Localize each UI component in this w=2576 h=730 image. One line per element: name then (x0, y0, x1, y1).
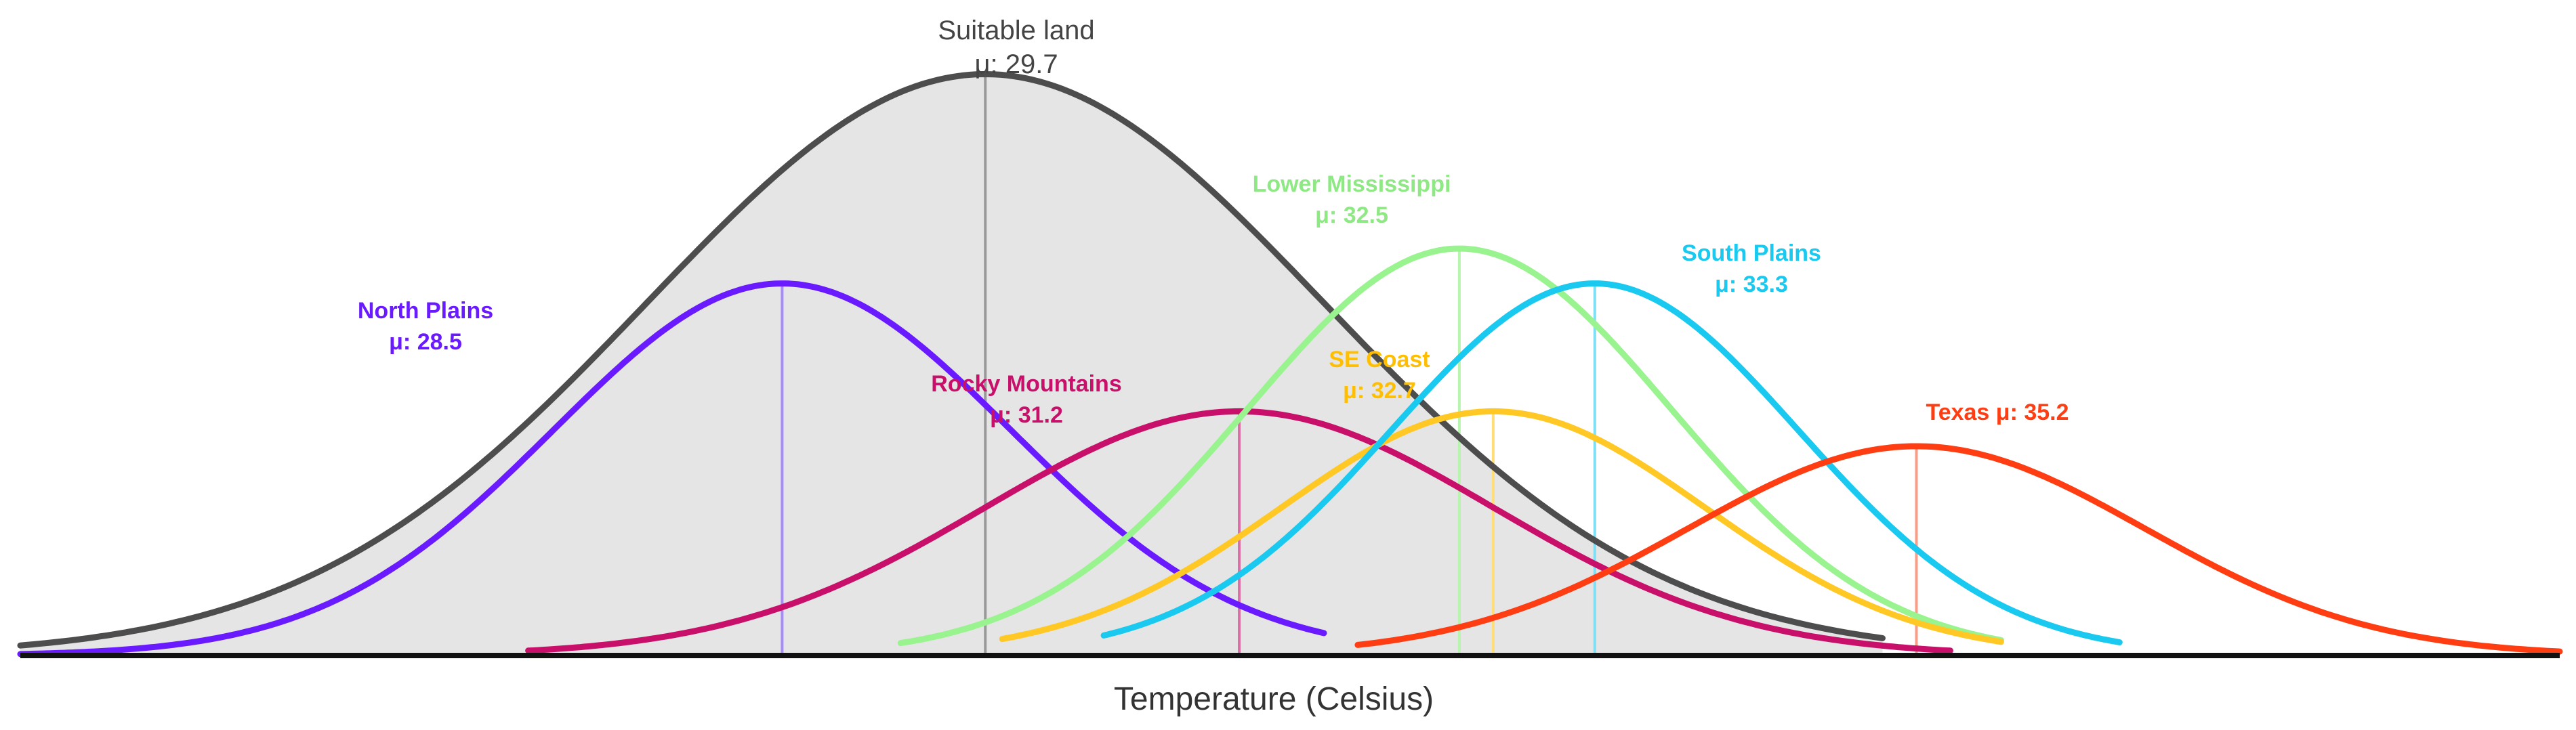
north-plains-label-line-1: North Plains (358, 298, 493, 324)
south-plains-curve (1100, 280, 2123, 645)
suitable-land-label-line-1: Suitable land (938, 16, 1094, 45)
rocky-mountains-curve (525, 408, 1953, 654)
texas-label-line-1: Texas μ: 35.2 (1926, 400, 2069, 425)
area-fills (20, 74, 1883, 656)
lower-mississippi-curve (897, 245, 2004, 647)
se-coast-curve (999, 408, 2004, 645)
north-plains-label-line-2: μ: 28.5 (389, 329, 462, 355)
texas-curve (1354, 443, 2563, 655)
north-plains-curve (17, 280, 1327, 658)
suitable-land-label: Suitable land μ: 29.7 (938, 16, 1094, 79)
south-plains-label: South Plains μ: 33.3 (1682, 240, 1821, 297)
se-coast-label-line-2: μ: 32.7 (1343, 378, 1416, 404)
rocky-mountains-label-line-2: μ: 31.2 (990, 402, 1063, 428)
south-plains-label-line-2: μ: 33.3 (1715, 272, 1788, 297)
south-plains-label-line-1: South Plains (1682, 240, 1821, 266)
distribution-curves (17, 71, 2563, 658)
mean-lines (781, 74, 1918, 656)
x-axis-title: Temperature (Celsius) (1114, 681, 1434, 717)
se-coast-label-line-1: SE Coast (1329, 347, 1430, 372)
texas-label: Texas μ: 35.2 (1926, 400, 2069, 425)
se-coast-label: SE Coast μ: 32.7 (1329, 347, 1430, 404)
suitable-land-area (20, 74, 1883, 656)
suitable-land-label-line-2: μ: 29.7 (974, 49, 1058, 79)
series-labels: Suitable land μ: 29.7 North Plains μ: 28.5 R… (358, 16, 2069, 428)
rocky-mountains-label: Rocky Mountains μ: 31.2 (931, 371, 1121, 428)
lower-mississippi-label-line-1: Lower Mississippi (1253, 171, 1451, 197)
lower-mississippi-label-line-2: μ: 32.5 (1315, 202, 1388, 228)
suitable-land-curve (17, 71, 1886, 649)
lower-mississippi-label: Lower Mississippi μ: 32.5 (1253, 171, 1451, 228)
north-plains-label: North Plains μ: 28.5 (358, 298, 493, 355)
rocky-mountains-label-line-1: Rocky Mountains (931, 371, 1121, 397)
